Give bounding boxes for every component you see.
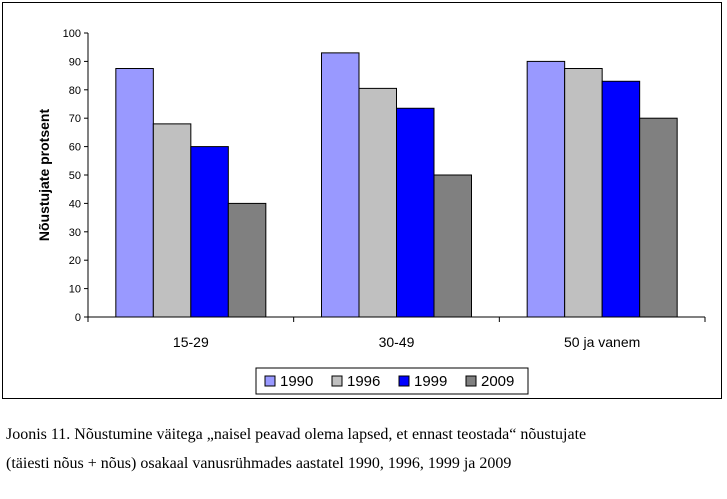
caption-line-2: (täiesti nõus + nõus) osakaal vanusrühma… [6, 455, 512, 472]
x-category-label: 50 ja vanem [564, 334, 640, 350]
bar [321, 52, 360, 318]
y-tick-label: 100 [63, 28, 81, 40]
bar [227, 202, 267, 318]
bar-chart: 0 10 20 30 40 50 60 70 80 90 100 15-29 30-49 50 ja va… [36, 28, 706, 395]
bar [358, 87, 397, 318]
bar [526, 60, 566, 318]
legend-label: 2009 [481, 373, 514, 390]
bar [115, 68, 154, 318]
y-tick-label: 80 [69, 85, 81, 97]
y-tick-label: 10 [69, 284, 81, 296]
figure-caption: Joonis 11. Nõustumine väitega „naisel pe… [6, 420, 721, 478]
legend [255, 367, 529, 395]
bar [396, 107, 435, 318]
x-category-label: 15-29 [173, 334, 209, 350]
legend-label: 1996 [347, 373, 380, 390]
y-tick-label: 0 [75, 312, 81, 324]
legend-swatch [465, 375, 477, 387]
y-tick-label: 60 [69, 142, 81, 154]
legend-swatch [264, 375, 276, 387]
legend-swatch [331, 375, 343, 387]
legend-label: 1999 [414, 373, 447, 390]
legend-swatch [398, 375, 410, 387]
bar [564, 68, 603, 318]
y-tick-label: 50 [69, 170, 81, 182]
y-tick-label: 20 [69, 255, 81, 267]
bar [433, 174, 472, 318]
legend-label: 1990 [280, 373, 313, 390]
y-tick-label: 30 [69, 227, 81, 239]
x-category-label: 30-49 [379, 334, 415, 350]
y-tick-label: 40 [69, 198, 81, 210]
bar [639, 117, 678, 318]
bar [152, 123, 192, 318]
bar [190, 146, 229, 318]
y-axis-label: Nõustujate protsent [36, 109, 52, 242]
y-tick-label: 70 [69, 113, 81, 125]
chart-frame: 0 10 20 30 40 50 60 70 80 90 100 15-29 30-49 50 ja va… [2, 2, 722, 399]
y-tick-label: 90 [69, 56, 81, 68]
caption-line-1: Joonis 11. Nõustumine väitega „naisel pe… [6, 426, 587, 443]
bar [601, 80, 641, 318]
